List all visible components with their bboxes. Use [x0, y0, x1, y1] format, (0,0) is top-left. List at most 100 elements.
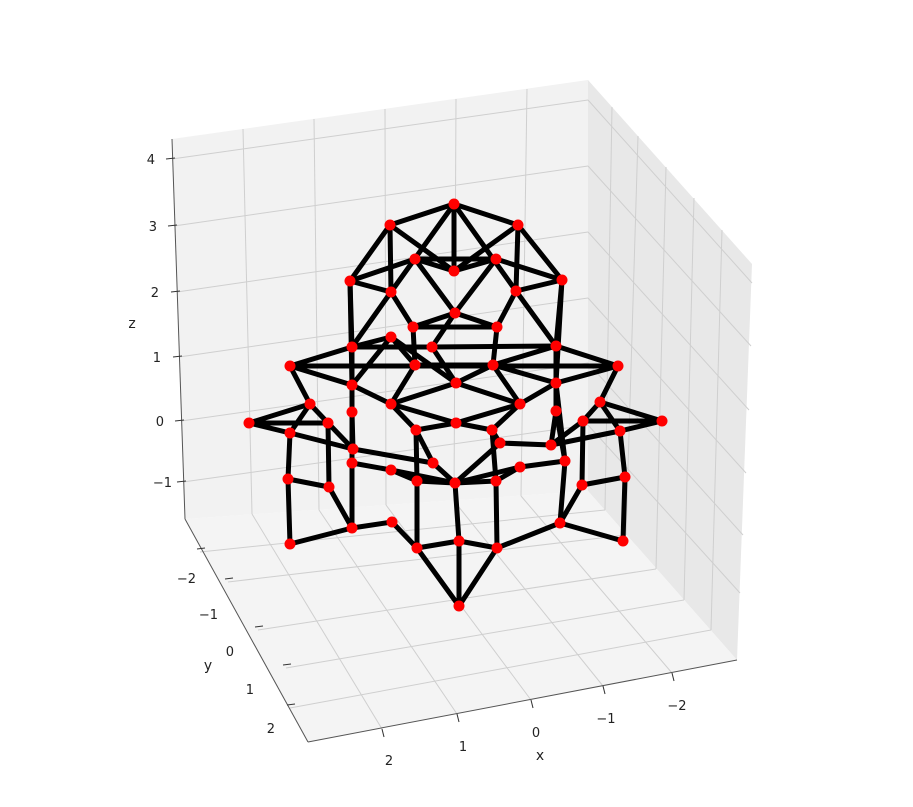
graph-node [494, 437, 506, 449]
graph-edge [494, 288, 519, 330]
graph-edge [349, 289, 394, 350]
z-tick-label: −1 [153, 476, 172, 491]
graph-edge [347, 278, 355, 388]
y-tick-labels: −2 −1 0 1 2 [177, 572, 275, 737]
graph-edge [285, 430, 293, 482]
graph-edge [452, 480, 462, 544]
graph-node [490, 475, 502, 487]
graph-edge [489, 401, 523, 433]
graph-node [385, 464, 397, 476]
graph-node [545, 439, 557, 451]
graph-node [346, 341, 358, 353]
x-tick-label: 2 [385, 754, 393, 769]
graph-node [577, 415, 589, 427]
graph-edge [513, 277, 565, 294]
graph-node [284, 427, 296, 439]
graph-node [617, 535, 629, 547]
graph-node [514, 398, 526, 410]
graph-node [612, 360, 624, 372]
graph-edge [414, 478, 458, 486]
graph-edge [429, 310, 458, 350]
graph-edge [513, 288, 559, 349]
graph-edge [389, 519, 420, 551]
graph-edge [557, 520, 626, 544]
graph-edge [287, 363, 355, 388]
graph-edge [453, 380, 523, 407]
tick-marks [165, 157, 675, 738]
axes-panes [172, 80, 752, 742]
x-tick-label: 1 [459, 740, 467, 755]
graph-node [284, 360, 296, 372]
graph-edge [325, 420, 332, 490]
graph-edge [451, 201, 521, 228]
y-tick-label: −1 [199, 608, 218, 623]
graph-edge [388, 334, 418, 368]
graph-node [448, 198, 460, 210]
z-tick-label: 0 [156, 415, 164, 430]
z-tick-label: 2 [151, 286, 159, 301]
graph-edge [246, 420, 293, 436]
graph-node [385, 331, 397, 343]
z-tick-label: 4 [147, 153, 155, 168]
graph-edge [452, 256, 499, 316]
graph-node [407, 321, 419, 333]
graph-node [619, 471, 631, 483]
graph-edge [285, 476, 293, 547]
graph-node [385, 398, 397, 410]
graph-edge [349, 334, 394, 388]
graph-node [576, 479, 588, 491]
graph-edge [287, 363, 313, 407]
graph-node [344, 275, 356, 287]
right-pane [588, 80, 752, 660]
grid-lines [171, 88, 753, 730]
graph-node [453, 535, 465, 547]
graph-edge [494, 520, 563, 551]
graph-edge [388, 289, 416, 330]
graph-node [411, 542, 423, 554]
graph-edge [490, 343, 559, 368]
graph-edge [489, 427, 499, 484]
graph-node [284, 538, 296, 550]
graph-node [491, 321, 503, 333]
graph-node [386, 516, 398, 528]
graph-edge [410, 324, 418, 368]
graph-edge [412, 256, 458, 316]
graph-node [656, 415, 668, 427]
graph-edge [557, 482, 585, 526]
graph-node [448, 265, 460, 277]
graph-node [556, 274, 568, 286]
graph-node [243, 417, 255, 429]
graph-edge [451, 222, 521, 274]
graph-node [559, 455, 571, 467]
graph-edge [388, 334, 459, 386]
graph-edge [388, 362, 418, 407]
y-axis-label: y [204, 658, 212, 674]
graph-edge [412, 256, 457, 274]
graph-edge [517, 458, 568, 470]
graph-node [450, 417, 462, 429]
graph-node [347, 443, 359, 455]
y-tick-label: 0 [226, 645, 234, 660]
graph-node [450, 377, 462, 389]
graph-edge [597, 399, 665, 424]
x-axis-label: x [536, 748, 544, 764]
graph-edge [453, 420, 495, 433]
floor-pane [185, 491, 737, 742]
x-tick-label: −2 [667, 699, 686, 714]
graph-node [384, 219, 396, 231]
graph-edge [490, 324, 500, 368]
graph-edge [617, 418, 665, 434]
graph-edge [553, 343, 621, 369]
graph-edge [387, 222, 394, 295]
graph-node [453, 600, 465, 612]
graph-edge [287, 344, 355, 369]
x-tick-label: 0 [532, 726, 540, 741]
y-tick-label: 1 [246, 683, 254, 698]
graph-node [550, 340, 562, 352]
graph-edge [548, 428, 623, 448]
graph-edge [513, 222, 521, 294]
graph-edge [579, 474, 628, 488]
graph-edge [517, 380, 559, 407]
